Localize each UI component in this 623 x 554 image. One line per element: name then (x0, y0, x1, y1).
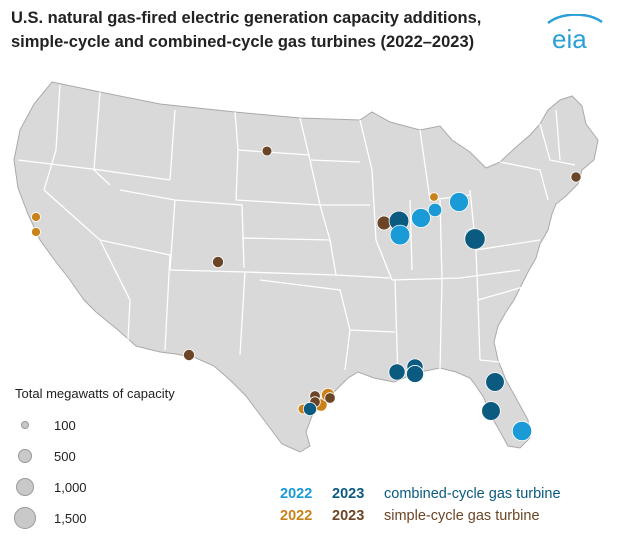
border-vt-nh (555, 109, 561, 161)
plant-markers (31, 145, 582, 442)
legend-year-2022: 2022 (280, 508, 313, 524)
border-tn-ky (391, 269, 521, 281)
plant-marker-ca-simple-2022 (31, 227, 41, 237)
border-ok-tx (259, 279, 351, 371)
legend-type-name: simple-cycle gas turbine (384, 508, 540, 524)
border-co (174, 199, 245, 269)
legend-type-name: combined-cycle gas turbine (384, 486, 561, 502)
chart-title: U.S. natural gas-fired electric generati… (11, 6, 531, 54)
border-ga-fl (479, 359, 501, 363)
border-va (475, 239, 541, 251)
size-legend: Total megawatts of capacity 100 500 1,00… (14, 386, 235, 529)
size-symbol-500 (17, 448, 33, 464)
plant-marker-il-simple-2023 (376, 215, 392, 231)
border-nc-sc (477, 284, 531, 301)
plant-marker-la-combined-2023 (388, 363, 406, 381)
size-label: 1,500 (54, 510, 87, 526)
border-sd-ne (235, 199, 321, 206)
map-land (13, 81, 599, 453)
plant-marker-co-simple-2023 (211, 255, 224, 268)
plant-marker-tx-simple-2023 (324, 392, 336, 404)
plant-marker-il-combined-2022 (389, 224, 411, 246)
border-mo-ar (335, 274, 391, 279)
legend-year-2023: 2023 (332, 508, 365, 524)
border-nd-sd (237, 149, 311, 156)
eia-logo: eia (547, 14, 603, 54)
size-label: 500 (54, 448, 76, 464)
title-line-1: U.S. natural gas-fired electric generati… (11, 9, 482, 27)
border-oh-wv-ga (469, 189, 481, 361)
logo-arc (547, 14, 603, 25)
plant-marker-nd-simple-2023 (261, 145, 273, 157)
border-mn-ia-h (309, 159, 361, 163)
border-oh-ky-al (439, 199, 443, 371)
size-label: 100 (54, 417, 76, 433)
border-ks-ok (244, 271, 337, 276)
plant-marker-fl-combined-2023 (485, 372, 505, 392)
border-in (409, 199, 413, 271)
plant-marker-ma-simple-2023 (570, 171, 582, 183)
border-or-nv (17, 159, 171, 181)
plant-marker-fl-combined-2023 (481, 401, 501, 421)
size-label: 1,000 (54, 479, 87, 495)
border-az (99, 239, 171, 351)
plant-marker-oh-combined-2023 (464, 228, 486, 250)
size-symbol-100 (20, 420, 30, 430)
border-ar-la (349, 329, 396, 333)
border-ca-nv (43, 189, 131, 341)
plant-marker-mi-simple-2022 (429, 192, 439, 202)
legend-year-2023: 2023 (332, 486, 365, 502)
title-line-2: simple-cycle and combined-cycle gas turb… (11, 33, 475, 51)
plant-marker-ca-simple-2022 (31, 212, 41, 222)
legend-year-2022: 2022 (280, 486, 313, 502)
border-ms (394, 279, 399, 381)
size-symbol-1500 (14, 507, 36, 529)
state-borders (17, 84, 576, 381)
plant-marker-oh-combined-2022 (449, 192, 469, 212)
logo-text: eia (552, 24, 587, 54)
border-ny-pa (499, 161, 549, 201)
size-legend-heading: Total megawatts of capacity (15, 386, 175, 401)
border-or-ca (43, 84, 61, 191)
border-wi-il (359, 119, 393, 281)
border-id (93, 91, 111, 186)
plant-marker-tx-combined-2023 (302, 401, 318, 417)
size-symbol-1000 (15, 477, 35, 497)
border-mt-wy (169, 109, 176, 181)
plant-marker-ms-combined-2023 (406, 365, 424, 383)
us-outline (13, 81, 599, 453)
plant-marker-in-combined-2022 (411, 208, 431, 228)
border-ne-ks (241, 237, 331, 241)
border-new-england (539, 123, 576, 166)
plant-marker-fl-combined-2022 (511, 420, 533, 442)
plant-marker-nm-simple-2023 (182, 348, 195, 361)
plant-marker-mi-combined-2022 (427, 202, 443, 218)
